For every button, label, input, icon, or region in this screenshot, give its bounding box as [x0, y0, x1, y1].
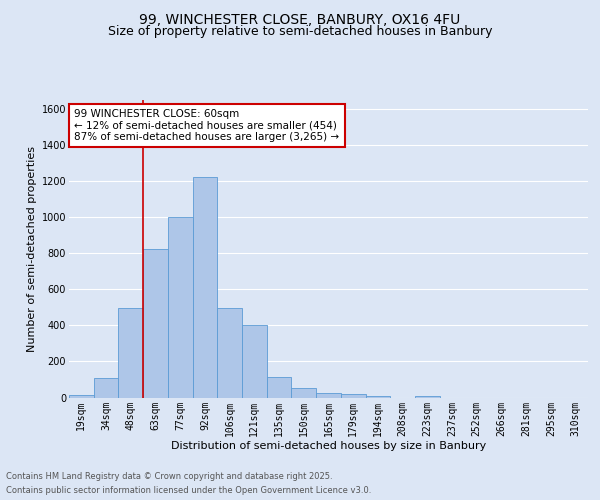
Bar [316, 393, 341, 398]
Bar [94, 378, 118, 398]
Bar [267, 377, 292, 398]
Bar [118, 308, 143, 398]
Bar [168, 217, 193, 398]
Text: Contains public sector information licensed under the Open Government Licence v3: Contains public sector information licen… [6, 486, 371, 495]
Bar [143, 249, 168, 398]
Text: Contains HM Land Registry data © Crown copyright and database right 2025.: Contains HM Land Registry data © Crown c… [6, 472, 332, 481]
Bar [341, 394, 365, 398]
X-axis label: Distribution of semi-detached houses by size in Banbury: Distribution of semi-detached houses by … [171, 441, 486, 451]
Bar [365, 396, 390, 398]
Bar [193, 176, 217, 398]
Bar [242, 326, 267, 398]
Text: 99, WINCHESTER CLOSE, BANBURY, OX16 4FU: 99, WINCHESTER CLOSE, BANBURY, OX16 4FU [139, 12, 461, 26]
Y-axis label: Number of semi-detached properties: Number of semi-detached properties [28, 146, 37, 352]
Bar [217, 308, 242, 398]
Text: Size of property relative to semi-detached houses in Banbury: Size of property relative to semi-detach… [108, 25, 492, 38]
Bar [292, 388, 316, 398]
Bar [415, 396, 440, 398]
Bar [69, 395, 94, 398]
Text: 99 WINCHESTER CLOSE: 60sqm
← 12% of semi-detached houses are smaller (454)
87% o: 99 WINCHESTER CLOSE: 60sqm ← 12% of semi… [74, 109, 340, 142]
